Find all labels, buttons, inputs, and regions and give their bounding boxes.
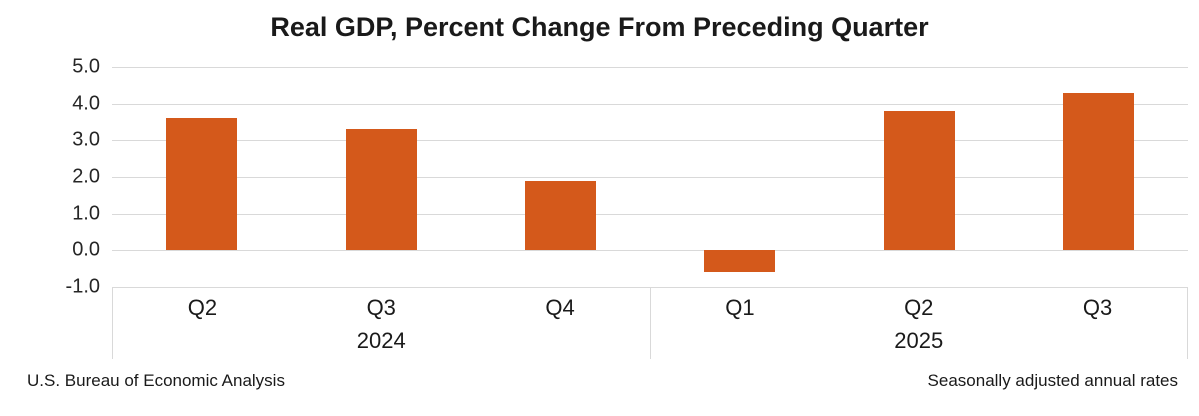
bar — [166, 118, 238, 251]
y-axis-tick-label: 0.0 — [72, 238, 100, 261]
footer-source: U.S. Bureau of Economic Analysis — [27, 371, 285, 390]
bar — [524, 180, 596, 251]
gridline — [112, 213, 1188, 215]
y-axis-tick-label: 5.0 — [72, 55, 100, 78]
gridline — [112, 250, 1188, 252]
year-label: 2024 — [356, 328, 406, 353]
quarter-label: Q4 — [545, 295, 575, 320]
y-axis-tick-label: -1.0 — [65, 275, 100, 298]
bar — [883, 111, 955, 251]
x-axis-box: Q2 Q3 Q4 2024 Q1 Q2 Q3 2025 — [112, 287, 1188, 359]
bar — [345, 129, 417, 251]
quarter-row: Q1 Q2 Q3 — [651, 288, 1188, 321]
quarter-label: Q2 — [904, 295, 934, 320]
y-axis-tick-label: 1.0 — [72, 202, 100, 225]
y-axis-tick-label: 3.0 — [72, 128, 100, 151]
gridline — [112, 177, 1188, 178]
chart-title: Real GDP, Percent Change From Preceding … — [270, 12, 929, 42]
y-axis: 5.0 4.0 3.0 2.0 1.0 0.0 -1.0 — [0, 56, 112, 298]
quarter-row: Q2 Q3 Q4 — [113, 288, 650, 321]
gridline — [112, 287, 1188, 288]
quarter-label: Q3 — [366, 295, 396, 320]
y-axis-tick-label: 4.0 — [72, 92, 100, 115]
bar — [704, 250, 776, 273]
quarter-label: Q2 — [187, 295, 218, 320]
quarter-label: Q3 — [1082, 295, 1113, 320]
bar — [1062, 92, 1134, 251]
y-axis-tick-label: 2.0 — [72, 165, 100, 188]
year-group: Q1 Q2 Q3 2025 — [649, 288, 1188, 359]
quarter-label: Q1 — [725, 295, 755, 320]
year-label: 2025 — [894, 328, 944, 353]
plot-area — [112, 67, 1188, 288]
gridline — [112, 140, 1188, 142]
footer-note: Seasonally adjusted annual rates — [927, 371, 1178, 390]
year-group: Q2 Q3 Q4 2024 — [113, 288, 650, 359]
gridline — [112, 67, 1188, 68]
gridline — [112, 103, 1188, 105]
